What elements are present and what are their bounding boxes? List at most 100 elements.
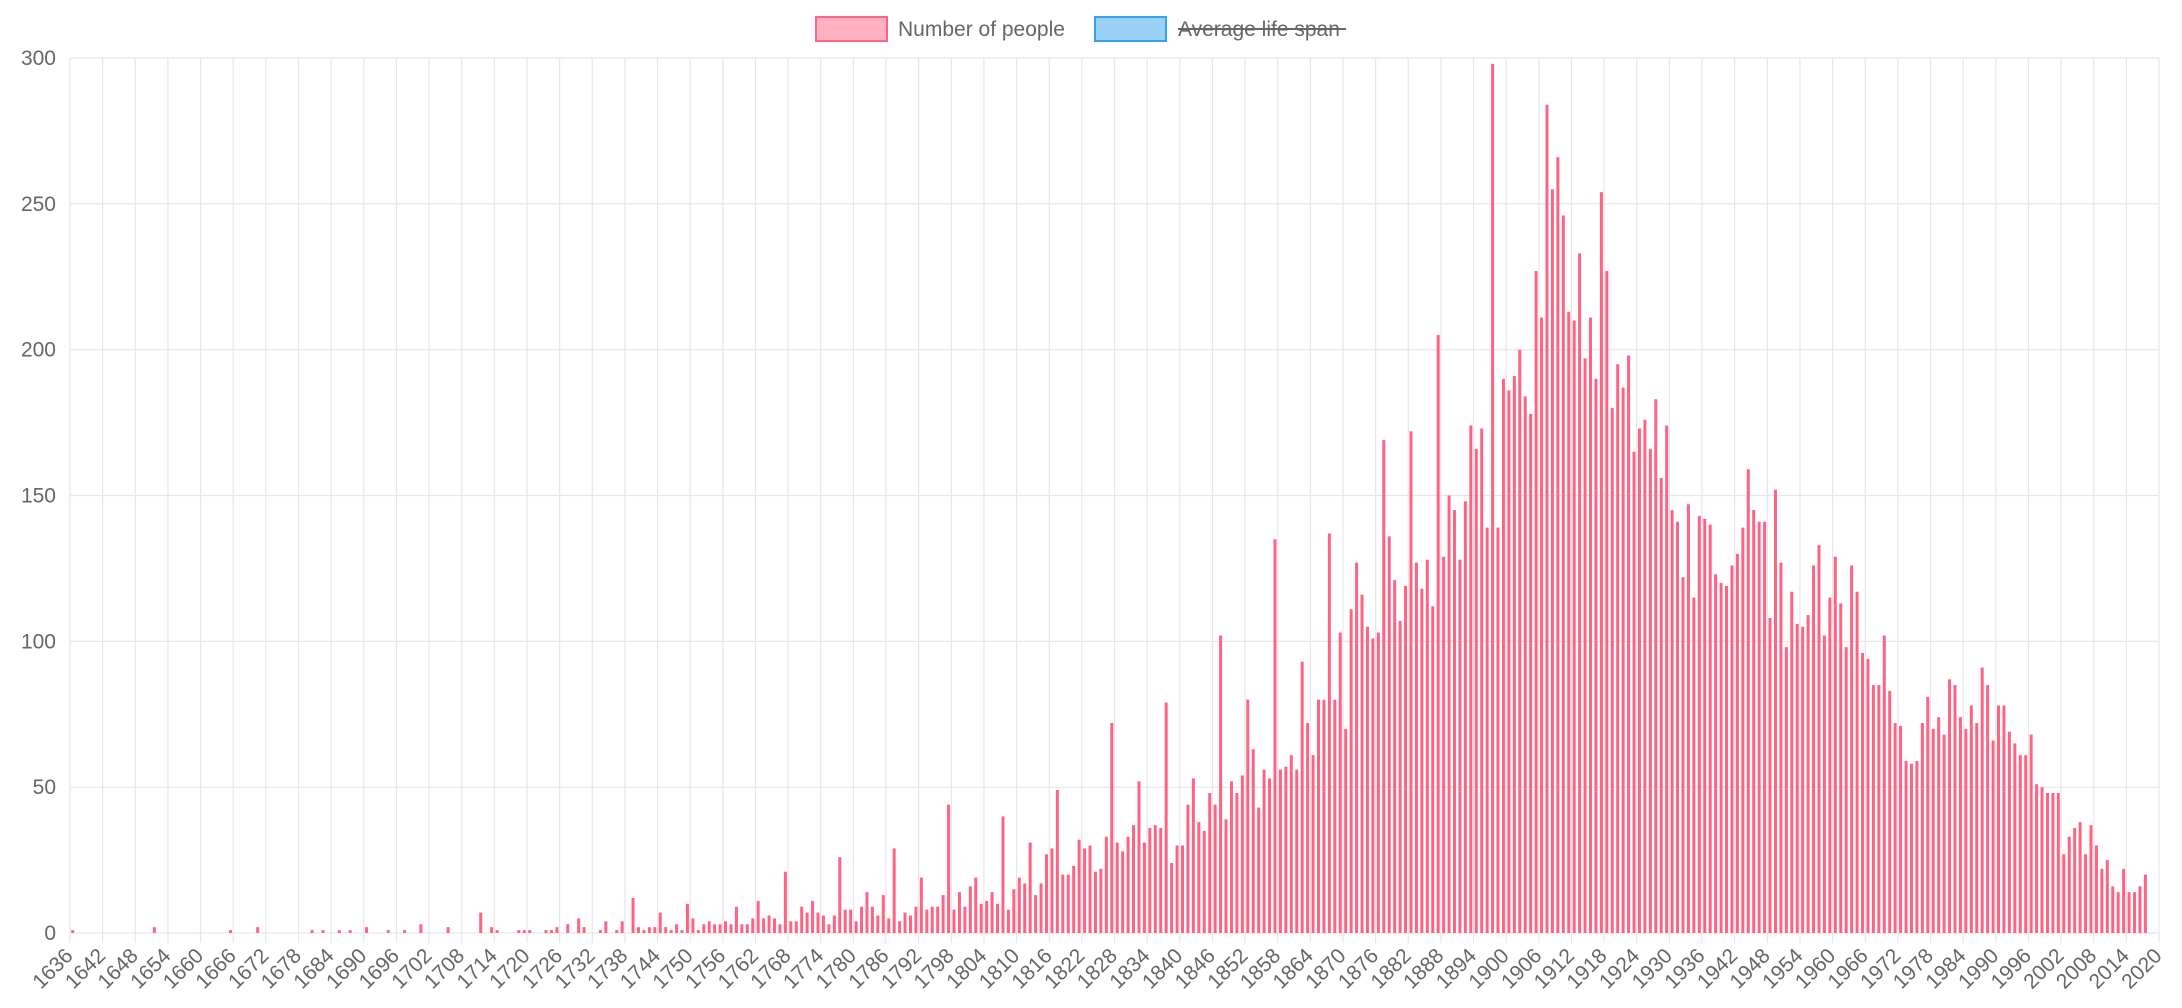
bar-1963[interactable] — [1850, 565, 1854, 934]
bar-1896[interactable] — [1485, 527, 1489, 933]
bar-1823[interactable] — [1088, 845, 1092, 934]
bar-1858[interactable] — [1278, 769, 1282, 933]
bar-1895[interactable] — [1480, 428, 1484, 933]
bar-1910[interactable] — [1561, 215, 1565, 934]
bar-1976[interactable] — [1920, 723, 1924, 933]
bar-1875[interactable] — [1371, 638, 1375, 933]
bar-1834[interactable] — [1148, 828, 1152, 933]
bar-2002[interactable] — [2062, 854, 2066, 933]
bar-1842[interactable] — [1191, 778, 1195, 933]
bar-1822[interactable] — [1083, 848, 1087, 933]
bar-1776[interactable] — [832, 915, 836, 934]
bar-1758[interactable] — [734, 906, 738, 933]
bar-1996[interactable] — [2029, 734, 2033, 933]
bar-2012[interactable] — [2116, 892, 2120, 933]
bar-1937[interactable] — [1708, 524, 1712, 933]
bar-1784[interactable] — [876, 915, 880, 934]
bar-1934[interactable] — [1692, 597, 1696, 933]
bar-1988[interactable] — [1986, 685, 1990, 933]
bar-1753[interactable] — [707, 921, 711, 933]
bar-1810[interactable] — [1017, 877, 1021, 933]
bar-1694[interactable] — [386, 930, 390, 933]
bar-1878[interactable] — [1387, 536, 1391, 933]
bar-1918[interactable] — [1605, 270, 1609, 933]
bar-1802[interactable] — [974, 877, 978, 933]
bar-1747[interactable] — [675, 924, 679, 933]
bar-1899[interactable] — [1501, 378, 1505, 934]
bar-1773[interactable] — [816, 912, 820, 933]
bar-1759[interactable] — [740, 924, 744, 933]
bar-1888[interactable] — [1442, 556, 1446, 933]
bar-1788[interactable] — [898, 921, 902, 933]
bar-1975[interactable] — [1915, 760, 1919, 933]
bar-1939[interactable] — [1719, 583, 1723, 933]
bar-1957[interactable] — [1817, 545, 1821, 933]
bar-1977[interactable] — [1926, 696, 1930, 933]
bar-1857[interactable] — [1273, 539, 1277, 933]
bar-1967[interactable] — [1871, 685, 1875, 933]
bar-1886[interactable] — [1431, 606, 1435, 933]
bar-1855[interactable] — [1262, 769, 1266, 933]
bar-1885[interactable] — [1425, 559, 1429, 933]
bar-1880[interactable] — [1398, 620, 1402, 933]
bar-1831[interactable] — [1132, 825, 1136, 933]
bar-1972[interactable] — [1899, 725, 1903, 933]
bar-1940[interactable] — [1725, 585, 1729, 933]
bar-1733[interactable] — [598, 930, 602, 933]
bar-1764[interactable] — [767, 915, 771, 934]
bar-1843[interactable] — [1197, 822, 1201, 933]
bar-1962[interactable] — [1844, 647, 1848, 933]
bar-1840[interactable] — [1181, 845, 1184, 934]
bar-1782[interactable] — [865, 892, 869, 933]
bar-1797[interactable] — [947, 804, 951, 933]
bar-1919[interactable] — [1610, 408, 1614, 933]
bar-1757[interactable] — [729, 924, 733, 933]
bar-1820[interactable] — [1072, 865, 1076, 933]
bar-1848[interactable] — [1224, 819, 1228, 933]
bar-1924[interactable] — [1637, 428, 1641, 933]
bar-2015[interactable] — [2133, 892, 2137, 933]
bar-1997[interactable] — [2035, 784, 2039, 933]
bar-1670[interactable] — [256, 927, 260, 933]
bar-1847[interactable] — [1219, 635, 1223, 934]
bar-1685[interactable] — [337, 930, 341, 933]
bar-1900[interactable] — [1507, 390, 1511, 934]
bar-1845[interactable] — [1208, 793, 1212, 933]
bar-1795[interactable] — [936, 906, 940, 933]
bar-1936[interactable] — [1703, 518, 1707, 933]
bar-1817[interactable] — [1055, 790, 1059, 933]
bar-1999[interactable] — [2045, 793, 2049, 933]
bar-1734[interactable] — [604, 921, 608, 933]
bar-1833[interactable] — [1142, 842, 1146, 933]
bar-1690[interactable] — [364, 927, 368, 933]
bar-1917[interactable] — [1599, 192, 1603, 934]
bar-2005[interactable] — [2078, 822, 2082, 933]
bar-1765[interactable] — [773, 918, 776, 933]
bar-1713[interactable] — [490, 927, 494, 933]
bar-1986[interactable] — [1975, 723, 1979, 933]
bar-1824[interactable] — [1093, 871, 1097, 933]
bar-1740[interactable] — [636, 927, 640, 933]
bar-1775[interactable] — [827, 924, 831, 933]
bar-1778[interactable] — [843, 909, 847, 933]
bar-1916[interactable] — [1594, 378, 1598, 934]
bar-1665[interactable] — [228, 930, 232, 933]
bar-1774[interactable] — [821, 915, 825, 934]
bar-1922[interactable] — [1627, 355, 1631, 934]
bar-1923[interactable] — [1632, 451, 1636, 933]
bar-1755[interactable] — [718, 924, 722, 933]
bar-1978[interactable] — [1931, 728, 1935, 933]
bar-1751[interactable] — [696, 930, 700, 933]
bar-1979[interactable] — [1937, 717, 1941, 933]
legend-item-average-life-span[interactable]: Average life span — [1094, 16, 1346, 42]
bar-1754[interactable] — [713, 924, 717, 933]
bar-1745[interactable] — [664, 927, 668, 933]
bar-1718[interactable] — [517, 930, 521, 933]
bar-1989[interactable] — [1991, 740, 1995, 934]
bar-1841[interactable] — [1186, 804, 1190, 933]
bar-1881[interactable] — [1404, 585, 1408, 933]
bar-1789[interactable] — [903, 912, 907, 933]
bar-1864[interactable] — [1311, 755, 1315, 933]
bar-1969[interactable] — [1882, 635, 1886, 934]
bar-1763[interactable] — [762, 918, 766, 933]
